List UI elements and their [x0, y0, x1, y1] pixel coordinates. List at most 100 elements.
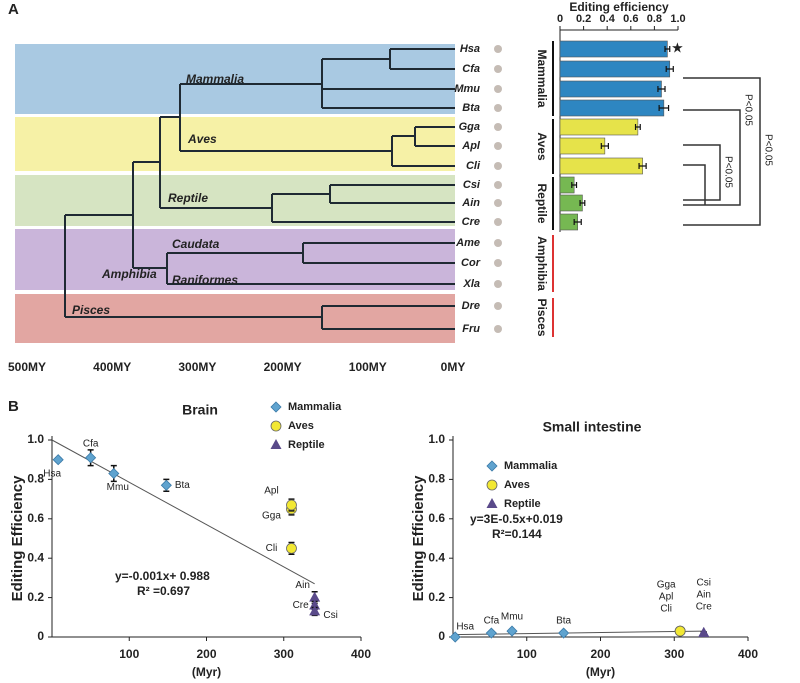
species-icon: [494, 123, 502, 131]
point-label: Cre: [293, 600, 310, 611]
clade-label: Reptile: [168, 191, 208, 205]
x-tick-label: 1.0: [670, 13, 685, 25]
clade-label: Pisces: [72, 303, 110, 317]
point: [270, 401, 282, 413]
band-amphibia: [15, 229, 455, 290]
group-label: Aves: [535, 132, 549, 161]
error-bar: [665, 66, 674, 72]
time-tick-label: 500MY: [8, 360, 46, 374]
species-label: Ame: [455, 237, 480, 249]
point-label: Cfa: [83, 438, 99, 449]
x-tick-label: 400: [351, 647, 371, 661]
species-icon: [494, 181, 502, 189]
y-tick-label: 0.2: [428, 590, 445, 604]
point: [558, 627, 570, 639]
band-pisces: [15, 294, 455, 343]
species-label: Hsa: [460, 43, 480, 55]
point-label: Bta: [556, 616, 571, 627]
x-axis-title: (Myr): [586, 665, 615, 679]
band-reptile: [15, 175, 455, 226]
point-label: Mmu: [107, 482, 129, 493]
species-label: Fru: [462, 323, 480, 335]
point: [486, 479, 498, 491]
x-tick-label: 0: [557, 13, 563, 25]
species-label: Ain: [461, 197, 480, 209]
point-label: Ain: [697, 590, 711, 601]
species-label: Cfa: [462, 63, 480, 75]
error-bar: [638, 163, 647, 169]
point-label: Csi: [697, 578, 711, 589]
legend-label: Aves: [504, 479, 530, 491]
y-tick-label: 0.8: [428, 472, 445, 486]
bar: [559, 99, 665, 117]
point: [286, 542, 297, 554]
species-label: Gga: [459, 121, 480, 133]
significance-label: P<0.05: [742, 94, 753, 126]
clade-label: Aves: [187, 132, 217, 146]
error-bar: [664, 46, 671, 52]
r-squared: R²=0.144: [492, 527, 542, 541]
legend-label: Mammalia: [288, 401, 342, 413]
point-label: Bta: [175, 480, 190, 491]
x-tick-label: 0.2: [576, 13, 591, 25]
chart-title: Brain: [182, 402, 218, 418]
trendline: [51, 439, 315, 585]
point: [270, 439, 282, 449]
error-bar: [657, 86, 666, 92]
point-label: Cfa: [484, 616, 500, 627]
species-icon: [494, 85, 502, 93]
bar: [559, 40, 668, 58]
group-label: Reptile: [535, 183, 549, 223]
point: [486, 498, 498, 508]
point: [160, 479, 172, 491]
clade-label: Amphibia: [101, 267, 157, 281]
panel-label: A: [8, 1, 19, 18]
species-icon: [494, 325, 502, 333]
error-bar: [600, 143, 609, 149]
error-bar: [579, 200, 586, 206]
y-tick-label: 0.6: [27, 511, 44, 525]
group-label: Amphibia: [535, 236, 549, 291]
time-tick-label: 400MY: [93, 360, 131, 374]
band-aves: [15, 117, 455, 171]
time-tick-label: 200MY: [264, 360, 302, 374]
point-label: Apl: [659, 592, 673, 603]
x-tick-label: 0.8: [647, 13, 662, 25]
time-tick-label: 300MY: [178, 360, 216, 374]
legend-label: Reptile: [288, 439, 325, 451]
species-icon: [494, 104, 502, 112]
error-bar: [571, 182, 578, 188]
point-label: Cre: [696, 602, 713, 613]
point-label: Ain: [295, 580, 309, 591]
point: [506, 625, 518, 637]
x-tick-label: 100: [119, 647, 139, 661]
point-label: Hsa: [456, 622, 474, 633]
axis-title: Editing efficiency: [569, 0, 669, 14]
group-label: Pisces: [535, 298, 549, 336]
clade-label: Mammalia: [186, 72, 244, 86]
point: [108, 467, 120, 480]
species-icon: [494, 280, 502, 288]
x-tick-label: 300: [664, 647, 684, 661]
group-label: Mammalia: [535, 49, 549, 107]
point-label: Csi: [323, 610, 337, 621]
y-tick-label: 0.4: [27, 550, 44, 564]
species-label: Xla: [462, 278, 480, 290]
legend-label: Reptile: [504, 498, 541, 510]
y-tick-label: 0: [438, 629, 445, 643]
equation: y=3E-0.5x+0.019: [470, 512, 563, 526]
point-label: Gga: [657, 580, 676, 591]
species-label: Cre: [462, 216, 480, 228]
species-label: Mmu: [454, 83, 480, 95]
point: [449, 631, 461, 643]
x-tick-label: 100: [517, 647, 537, 661]
species-icon: [494, 162, 502, 170]
point-label: Cli: [660, 604, 672, 615]
x-tick-label: 200: [196, 647, 216, 661]
clade-label: Raniformes: [172, 273, 238, 287]
error-bar: [634, 124, 641, 130]
species-icon: [494, 45, 502, 53]
species-icon: [494, 199, 502, 207]
point: [485, 627, 497, 639]
